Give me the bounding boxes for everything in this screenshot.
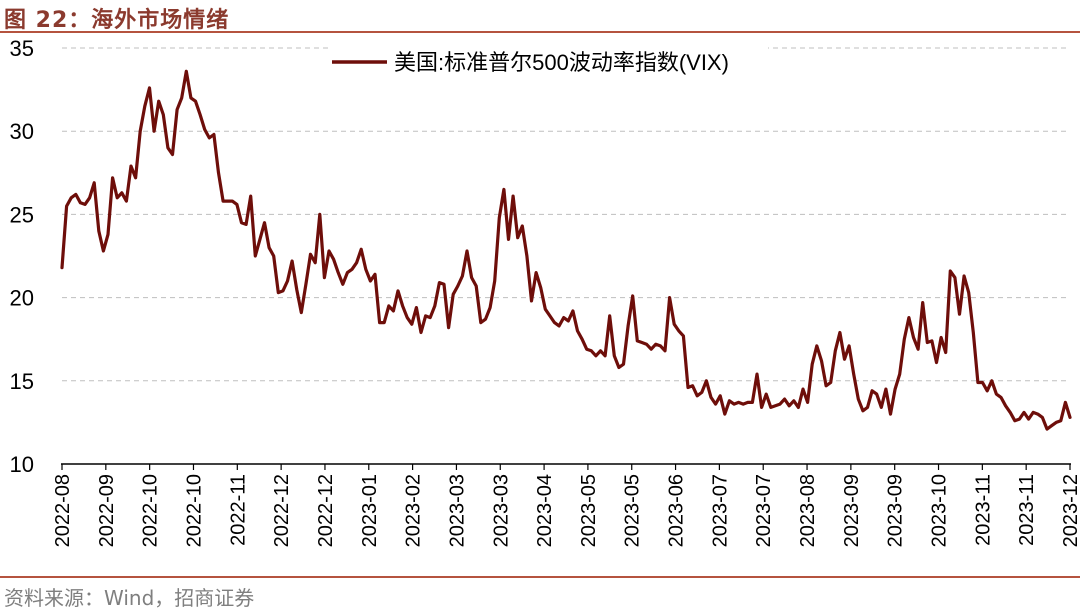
x-tick-label: 2023-09 bbox=[841, 474, 863, 547]
x-tick-label: 2022-11 bbox=[227, 474, 249, 546]
y-axis: 10 15 20 25 30 35 bbox=[10, 36, 34, 477]
x-tick-label: 2022-10 bbox=[183, 474, 205, 547]
x-axis: 2022-08 2022-09 2022-10 2022-10 2022-11 2022-… bbox=[52, 463, 1080, 547]
x-tick-label: 2023-04 bbox=[534, 474, 556, 547]
x-tick-label: 2022-12 bbox=[271, 474, 293, 547]
x-tick-label: 2023-03 bbox=[446, 474, 468, 547]
legend: 美国:标准普尔500波动率指数(VIX) bbox=[328, 46, 768, 76]
x-tick-label: 2022-09 bbox=[96, 474, 118, 547]
source-note: 资料来源：Wind，招商证券 bbox=[4, 586, 255, 610]
x-tick-label: 2023-03 bbox=[490, 474, 512, 547]
figure-header: 图 22：海外市场情绪 bbox=[0, 0, 1080, 33]
x-tick-label: 2023-11 bbox=[1016, 474, 1038, 546]
legend-label: 美国:标准普尔500波动率指数(VIX) bbox=[394, 50, 729, 75]
series-line-vix bbox=[60, 69, 1072, 431]
y-tick-label: 35 bbox=[10, 36, 34, 61]
x-tick-label: 2023-11 bbox=[972, 474, 994, 546]
series-layer bbox=[60, 69, 1072, 431]
x-tick-label: 2023-02 bbox=[403, 474, 425, 547]
x-tick-label: 2023-07 bbox=[753, 474, 775, 547]
x-tick-label: 2023-05 bbox=[578, 474, 600, 547]
y-tick-label: 20 bbox=[10, 286, 34, 311]
y-tick-label: 10 bbox=[10, 452, 34, 477]
legend-background bbox=[328, 46, 768, 76]
title-divider bbox=[0, 31, 1080, 33]
x-tick-label: 2022-08 bbox=[52, 474, 74, 547]
x-tick-label: 2023-09 bbox=[885, 474, 907, 547]
x-tick-label: 2023-12 bbox=[1060, 474, 1080, 547]
grid-lines bbox=[62, 47, 1070, 382]
x-tick-label: 2023-01 bbox=[359, 474, 381, 547]
x-tick-label: 2023-07 bbox=[709, 474, 731, 547]
x-tick-label: 2023-10 bbox=[929, 474, 951, 547]
x-tick-label: 2022-10 bbox=[140, 474, 162, 547]
y-tick-label: 25 bbox=[10, 202, 34, 227]
footer-divider bbox=[0, 576, 1080, 578]
x-tick-label: 2023-05 bbox=[622, 474, 644, 547]
figure-title: 图 22：海外市场情绪 bbox=[4, 8, 230, 33]
y-tick-label: 30 bbox=[10, 119, 34, 144]
vix-line-chart: 10 15 20 25 30 35 2022-08 2022-09 2022-10 2022-1… bbox=[10, 36, 1080, 547]
x-tick-label: 2022-12 bbox=[315, 474, 337, 547]
y-tick-label: 15 bbox=[10, 369, 34, 394]
x-tick-label: 2023-06 bbox=[666, 474, 688, 547]
x-tick-label: 2023-08 bbox=[797, 474, 819, 547]
